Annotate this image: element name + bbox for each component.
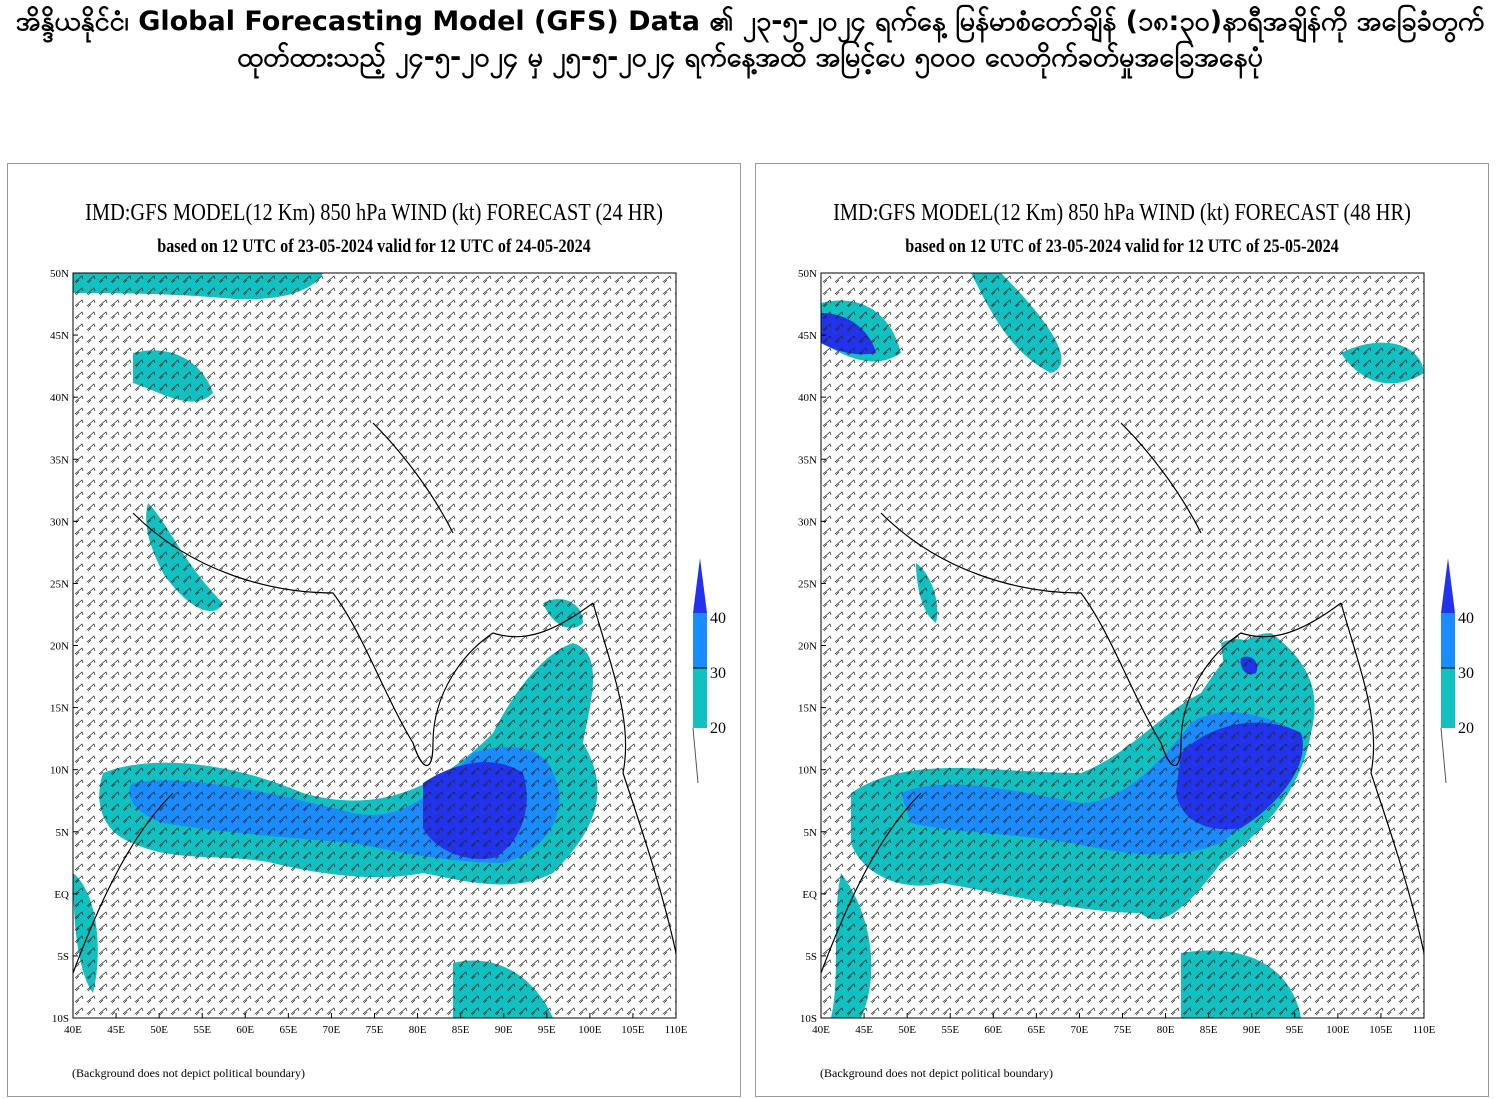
lon-tick-label: 50E	[150, 1024, 168, 1036]
lon-tick-label: 65E	[279, 1024, 297, 1036]
colorbar-label: 40	[1458, 610, 1474, 627]
lat-tick-label: 35N	[50, 454, 69, 466]
lon-tick-label: 105E	[1369, 1024, 1393, 1036]
lat-tick-label: 45N	[798, 330, 817, 342]
panel-note: (Background does not depict political bo…	[72, 1066, 305, 1080]
forecast-panel-24hr: IMD:GFS MODEL(12 Km) 850 hPa WIND (kt) F…	[7, 163, 741, 1097]
panel-subtitle: based on 12 UTC of 23-05-2024 valid for …	[157, 236, 591, 257]
lon-tick-label: 50E	[898, 1024, 916, 1036]
lon-tick-label: 55E	[193, 1024, 211, 1036]
lon-tick-label: 40E	[812, 1024, 830, 1036]
panel-subtitle: based on 12 UTC of 23-05-2024 valid for …	[905, 236, 1339, 257]
panel-title: IMD:GFS MODEL(12 Km) 850 hPa WIND (kt) F…	[833, 200, 1411, 226]
lon-tick-label: 90E	[495, 1024, 513, 1036]
lat-tick-label: 35N	[798, 454, 817, 466]
lon-tick-label: 100E	[1326, 1024, 1350, 1036]
colorbar-label: 20	[710, 720, 726, 737]
colorbar-label: 20	[1458, 720, 1474, 737]
lon-tick-label: 95E	[1286, 1024, 1304, 1036]
lat-tick-label: EQ	[54, 889, 69, 901]
lon-tick-label: 85E	[452, 1024, 470, 1036]
lon-tick-label: 70E	[323, 1024, 341, 1036]
lat-tick-label: 25N	[50, 578, 69, 590]
lat-tick-label: 30N	[50, 516, 69, 528]
lon-tick-label: 95E	[538, 1024, 556, 1036]
forecast-panel-48hr: IMD:GFS MODEL(12 Km) 850 hPa WIND (kt) F…	[755, 163, 1489, 1097]
lat-tick-label: 15N	[798, 703, 817, 715]
lon-tick-label: 85E	[1200, 1024, 1218, 1036]
lon-tick-label: 70E	[1071, 1024, 1089, 1036]
lon-tick-label: 60E	[984, 1024, 1002, 1036]
lon-tick-label: 60E	[236, 1024, 254, 1036]
lat-tick-label: 5N	[804, 827, 818, 839]
colorbar: 20 30 40	[1440, 558, 1474, 784]
lat-tick-label: 50N	[50, 268, 69, 280]
page-title: အိန္ဒိယနိုင်ငံ၊ Global Forecasting Model…	[15, 6, 1485, 73]
lon-tick-label: 65E	[1027, 1024, 1045, 1036]
lat-tick-label: 40N	[798, 392, 817, 404]
lon-tick-label: 110E	[1413, 1024, 1436, 1036]
lon-tick-label: 75E	[366, 1024, 384, 1036]
lat-tick-label: 10N	[798, 765, 817, 777]
colorbar-label: 40	[710, 610, 726, 627]
panel-note: (Background does not depict political bo…	[820, 1066, 1053, 1080]
lat-tick-label: 5N	[56, 827, 70, 839]
colorbar: 20 30 40	[692, 558, 726, 784]
lat-tick-label: 50N	[798, 268, 817, 280]
lat-tick-label: 5S	[57, 951, 69, 963]
lat-tick-label: 20N	[798, 641, 817, 653]
panel-title: IMD:GFS MODEL(12 Km) 850 hPa WIND (kt) F…	[85, 200, 663, 226]
lat-tick-label: 5S	[805, 951, 817, 963]
lon-tick-label: 100E	[578, 1024, 602, 1036]
colorbar-label: 30	[1458, 665, 1474, 682]
lon-tick-label: 105E	[621, 1024, 645, 1036]
lat-tick-label: 30N	[798, 516, 817, 528]
lat-tick-label: 20N	[50, 641, 69, 653]
lat-tick-label: 10S	[800, 1013, 817, 1025]
lat-tick-label: 25N	[798, 578, 817, 590]
lon-tick-label: 45E	[855, 1024, 873, 1036]
lon-tick-label: 55E	[941, 1024, 959, 1036]
lon-tick-label: 110E	[665, 1024, 688, 1036]
lon-tick-label: 90E	[1243, 1024, 1261, 1036]
colorbar-label: 30	[710, 665, 726, 682]
lat-tick-label: 15N	[50, 703, 69, 715]
lon-tick-label: 40E	[64, 1024, 82, 1036]
lat-tick-label: 40N	[50, 392, 69, 404]
lat-tick-label: EQ	[802, 889, 817, 901]
lon-tick-label: 80E	[1157, 1024, 1175, 1036]
lat-tick-label: 10S	[52, 1013, 69, 1025]
lon-tick-label: 75E	[1114, 1024, 1132, 1036]
lat-tick-label: 45N	[50, 330, 69, 342]
lon-tick-label: 80E	[409, 1024, 427, 1036]
lon-tick-label: 45E	[107, 1024, 125, 1036]
lat-tick-label: 10N	[50, 765, 69, 777]
